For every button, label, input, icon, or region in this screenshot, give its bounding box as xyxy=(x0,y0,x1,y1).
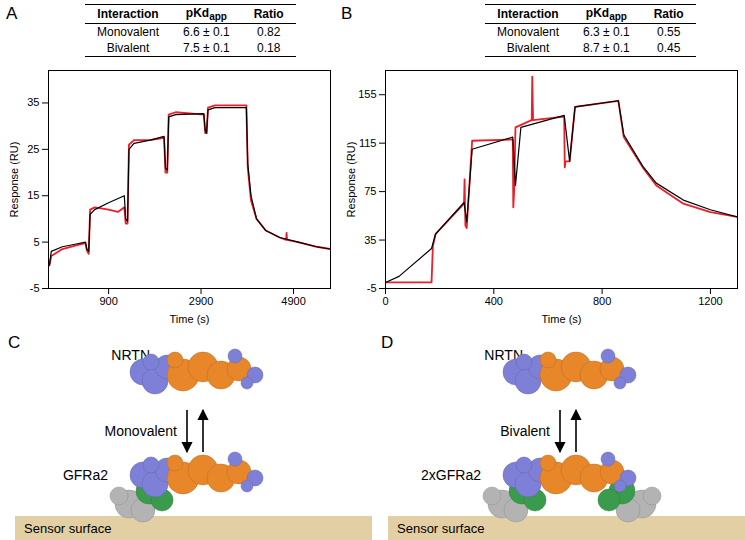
html-text:Monovalent: Monovalent xyxy=(97,25,159,40)
svg-text:C: C xyxy=(8,333,20,352)
svg-text:75: 75 xyxy=(364,185,376,197)
svg-text:15: 15 xyxy=(27,189,39,201)
svg-text:2900: 2900 xyxy=(189,295,213,307)
svg-text:-5: -5 xyxy=(30,282,40,294)
html-text:pKdapp: pKdapp xyxy=(185,6,227,23)
svg-text:Sensor surface: Sensor surface xyxy=(397,521,484,536)
svg-text:-5: -5 xyxy=(367,282,377,294)
svg-text:NRTN: NRTN xyxy=(484,347,523,363)
html-text:6.6 ± 0.1: 6.6 ± 0.1 xyxy=(183,25,230,40)
svg-text:NRTN: NRTN xyxy=(111,347,150,363)
svg-text:400: 400 xyxy=(485,295,503,307)
svg-text:D: D xyxy=(381,333,393,352)
html-text:0.45: 0.45 xyxy=(657,41,681,56)
html-text:A: A xyxy=(6,4,18,23)
html-text:Bivalent: Bivalent xyxy=(106,41,150,56)
html-text:0.55: 0.55 xyxy=(657,25,681,40)
svg-text:115: 115 xyxy=(359,137,377,149)
svg-text:1200: 1200 xyxy=(698,295,722,307)
svg-text:35: 35 xyxy=(27,96,39,108)
svg-text:25: 25 xyxy=(27,143,39,155)
html-text:8.7 ± 0.1: 8.7 ± 0.1 xyxy=(583,41,630,56)
svg-text:Time (s): Time (s) xyxy=(542,313,582,325)
svg-text:800: 800 xyxy=(593,295,611,307)
html-text:Ratio: Ratio xyxy=(253,7,284,22)
html-text:Bivalent: Bivalent xyxy=(506,41,550,56)
html-text:Monovalent: Monovalent xyxy=(497,25,559,40)
html-text:pKdapp: pKdapp xyxy=(585,6,627,23)
svg-text:2xGFRa2: 2xGFRa2 xyxy=(421,467,481,483)
html-text:0.18: 0.18 xyxy=(257,41,281,56)
svg-text:5: 5 xyxy=(33,236,39,248)
svg-text:Sensor surface: Sensor surface xyxy=(24,521,111,536)
html-text:Ratio: Ratio xyxy=(653,7,684,22)
svg-text:GFRa2: GFRa2 xyxy=(63,467,108,483)
svg-text:4900: 4900 xyxy=(281,295,305,307)
svg-text:35: 35 xyxy=(364,234,376,246)
svg-text:0: 0 xyxy=(382,295,388,307)
svg-text:Response (RU): Response (RU) xyxy=(8,142,20,218)
svg-text:Response (RU): Response (RU) xyxy=(345,142,357,218)
svg-text:Monovalent: Monovalent xyxy=(105,423,177,439)
svg-text:Bivalent: Bivalent xyxy=(500,423,550,439)
html-text:Interaction: Interaction xyxy=(97,7,159,22)
svg-text:900: 900 xyxy=(99,295,117,307)
svg-text:Time (s): Time (s) xyxy=(170,313,210,325)
svg-text:155: 155 xyxy=(358,88,376,100)
html-text:6.3 ± 0.1: 6.3 ± 0.1 xyxy=(583,25,630,40)
html-text:0.82: 0.82 xyxy=(257,25,281,40)
html-text:B: B xyxy=(341,4,353,23)
html-text:7.5 ± 0.1: 7.5 ± 0.1 xyxy=(183,41,230,56)
html-text:Interaction: Interaction xyxy=(497,7,559,22)
